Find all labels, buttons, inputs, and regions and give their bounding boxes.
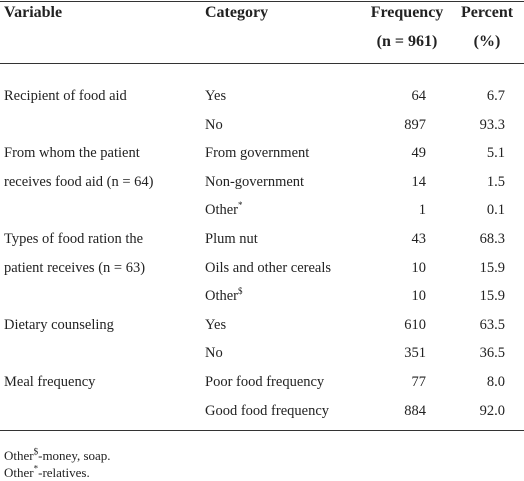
percent-cell: 6.7 [486, 88, 505, 104]
variable-cell: Types of food ration the [4, 231, 144, 247]
header-cell: Category [205, 4, 269, 21]
header-cell: Frequency [370, 4, 444, 21]
variable-cell: From whom the patient [4, 145, 140, 162]
header-cell: Percent [460, 4, 514, 21]
category-cell: Non-government [205, 173, 304, 191]
variable-cell: Meal frequency [4, 374, 96, 390]
category-cell: Plum nut [205, 230, 258, 248]
category-text: Oils and other cereals [205, 259, 332, 276]
category-cell: Other* [205, 201, 243, 219]
variable-cell: receives food aid (n = 64) [4, 173, 154, 190]
category-cell: No [205, 116, 223, 134]
category-cell: Yes [205, 87, 226, 105]
percent-cell: 1.5 [486, 173, 505, 190]
frequency-cell: 1 [418, 202, 426, 219]
frequency-cell: 49 [411, 145, 427, 162]
frequency-cell: 10 [411, 288, 427, 305]
category-text: Plum nut [205, 231, 258, 247]
category-text: No [205, 345, 223, 362]
category-cell: From government [205, 144, 309, 162]
bottom-rule [0, 430, 524, 431]
category-cell: Poor food frequency [205, 373, 324, 391]
header-rule [0, 63, 524, 64]
frequency-cell: 43 [411, 231, 427, 247]
frequency-cell: 77 [411, 374, 427, 390]
footnote-text: Other [4, 465, 34, 480]
top-rule [0, 1, 524, 2]
variable-cell: Dietary counseling [4, 316, 114, 333]
frequency-cell: 14 [411, 173, 427, 190]
category-cell: Good food frequency [205, 402, 329, 420]
percent-cell: 15.9 [479, 288, 505, 305]
category-text: Poor food frequency [205, 374, 325, 390]
category-text: Yes [205, 316, 227, 333]
category-text: From government [205, 145, 310, 162]
header-cell: (%) [473, 33, 501, 50]
category-sup: $ [238, 286, 243, 297]
footnote: Other$-money, soap. [4, 447, 111, 465]
percent-cell: 0.1 [486, 202, 505, 219]
percent-cell: 93.3 [479, 116, 505, 133]
category-sup: * [238, 200, 243, 211]
frequency-cell: 64 [411, 88, 427, 104]
frequency-cell: 897 [404, 116, 426, 133]
category-cell: Yes [205, 316, 226, 334]
footnote-sup: * [33, 463, 39, 474]
category-cell: Oils and other cereals [205, 259, 331, 277]
variable-cell: patient receives (n = 63) [4, 259, 146, 276]
percent-cell: 36.5 [479, 345, 505, 362]
category-text: Other [205, 202, 239, 219]
category-cell: No [205, 344, 223, 362]
frequency-cell: 10 [411, 259, 427, 276]
category-text: Good food frequency [205, 402, 330, 419]
percent-cell: 15.9 [479, 259, 505, 276]
header-cell: (n = 961) [376, 33, 438, 50]
variable-cell: Recipient of food aid [4, 88, 127, 104]
category-text: Non-government [205, 173, 305, 190]
percent-cell: 68.3 [479, 231, 505, 247]
category-text: Yes [205, 88, 227, 104]
footnote-sup: $ [33, 446, 39, 457]
percent-cell: 8.0 [486, 374, 505, 390]
frequency-cell: 351 [404, 345, 426, 362]
footnote-text: Other [4, 448, 34, 463]
footnote-rest: -money, soap. [38, 448, 111, 463]
footnote: Other*-relatives. [4, 464, 90, 481]
frequency-cell: 610 [404, 316, 426, 333]
percent-cell: 5.1 [486, 145, 505, 162]
percent-cell: 63.5 [479, 316, 505, 333]
category-text: Other [205, 288, 239, 305]
category-cell: Other$ [205, 287, 243, 305]
frequency-cell: 884 [404, 402, 426, 419]
category-text: No [205, 116, 223, 133]
header-cell: Variable [4, 4, 63, 21]
percent-cell: 92.0 [479, 402, 505, 419]
footnote-rest: -relatives. [38, 465, 90, 480]
